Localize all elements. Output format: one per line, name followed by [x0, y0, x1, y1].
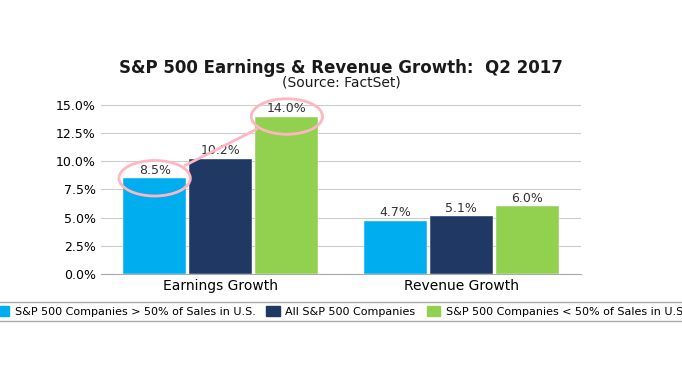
Bar: [190, 159, 252, 274]
Text: 8.5%: 8.5%: [138, 163, 170, 176]
Text: 6.0%: 6.0%: [512, 192, 544, 205]
Text: 10.2%: 10.2%: [201, 145, 241, 158]
Text: 5.1%: 5.1%: [445, 202, 477, 215]
Legend: S&P 500 Companies > 50% of Sales in U.S., All S&P 500 Companies, S&P 500 Compani: S&P 500 Companies > 50% of Sales in U.S.…: [0, 302, 682, 321]
Text: 4.7%: 4.7%: [379, 206, 411, 219]
Bar: [364, 221, 426, 274]
Text: 14.0%: 14.0%: [267, 102, 307, 115]
Bar: [496, 206, 559, 274]
Text: S&P 500 Earnings & Revenue Growth:  Q2 2017: S&P 500 Earnings & Revenue Growth: Q2 20…: [119, 59, 563, 77]
Bar: [430, 216, 492, 274]
Text: (Source: FactSet): (Source: FactSet): [282, 75, 400, 89]
Bar: [256, 116, 318, 274]
Bar: [123, 178, 186, 274]
